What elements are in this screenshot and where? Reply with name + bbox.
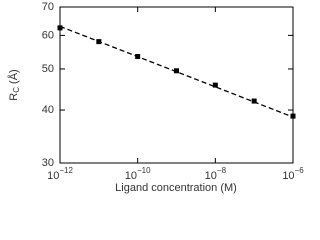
y-label-unit: (Å) (7, 69, 20, 84)
x-tick-base: 10 (205, 170, 217, 182)
x-tick-exponent: −12 (59, 166, 73, 175)
x-tick-base: 10 (282, 170, 294, 182)
x-tick-label: 10−8 (205, 166, 227, 182)
x-tick-exponent: −6 (295, 166, 305, 175)
data-point (212, 82, 218, 88)
x-tick-label: 10−12 (47, 166, 73, 182)
plot-frame (59, 6, 294, 164)
y-tick-label: 70 (42, 1, 54, 13)
data-point (96, 39, 102, 45)
data-point (251, 98, 257, 104)
x-tick-label: 10−6 (282, 166, 304, 182)
y-tick-label: 30 (42, 157, 54, 169)
x-tick-label: 10−10 (125, 166, 151, 182)
y-label-text: R (8, 93, 20, 101)
x-tick-exponent: −8 (217, 166, 227, 175)
y-tick-label: 60 (42, 29, 54, 41)
data-point (174, 68, 179, 74)
y-axis-label: RC (Å) (7, 69, 21, 100)
page: Ligand concentration (M) RC (Å) 30 40 50 60 7… (6, 0, 305, 194)
x-tick-base: 10 (125, 170, 137, 182)
x-tick-base: 10 (47, 170, 59, 182)
chart: Ligand concentration (M) RC (Å) 30 40 50 60 7… (7, 1, 304, 194)
data-point (290, 113, 296, 119)
x-axis-label: Ligand concentration (M) (115, 182, 237, 194)
data-point (57, 25, 63, 31)
data-point (135, 53, 141, 59)
x-tick-exponent: −10 (137, 166, 151, 175)
y-label-subscript: C (12, 87, 21, 93)
y-tick-label: 50 (42, 63, 54, 75)
y-tick-label: 40 (42, 104, 54, 116)
